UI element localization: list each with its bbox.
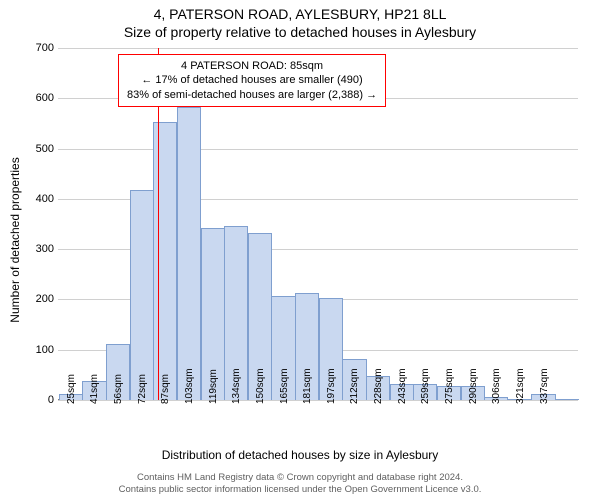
x-axis-label: Distribution of detached houses by size … xyxy=(0,448,600,462)
x-tick-label: 72sqm xyxy=(137,374,148,404)
x-tick-label: 134sqm xyxy=(231,368,242,404)
x-tick-label: 150sqm xyxy=(255,368,266,404)
x-tick-label: 259sqm xyxy=(420,368,431,404)
subtitle: Size of property relative to detached ho… xyxy=(0,22,600,40)
x-tick-label: 165sqm xyxy=(279,368,290,404)
x-tick-label: 228sqm xyxy=(373,368,384,404)
y-tick-label: 600 xyxy=(26,92,54,104)
gridline xyxy=(58,48,578,49)
y-tick-label: 400 xyxy=(26,193,54,205)
histogram-bar xyxy=(153,122,177,400)
x-tick-label: 306sqm xyxy=(491,368,502,404)
legend-line2: ← 17% of detached houses are smaller (49… xyxy=(127,73,377,87)
legend-line1: 4 PATERSON ROAD: 85sqm xyxy=(127,59,377,73)
histogram-bar xyxy=(130,190,154,400)
x-tick-label: 181sqm xyxy=(302,368,313,404)
legend-line3: 83% of semi-detached houses are larger (… xyxy=(127,88,377,102)
x-tick-label: 87sqm xyxy=(160,374,171,404)
gridline xyxy=(58,149,578,150)
x-tick-label: 103sqm xyxy=(184,368,195,404)
x-tick-label: 197sqm xyxy=(326,368,337,404)
y-tick-label: 500 xyxy=(26,143,54,155)
x-tick-label: 212sqm xyxy=(349,368,360,404)
credit-text: Contains HM Land Registry data © Crown c… xyxy=(0,472,600,496)
legend-box: 4 PATERSON ROAD: 85sqm← 17% of detached … xyxy=(118,54,386,107)
x-tick-label: 337sqm xyxy=(539,368,550,404)
x-tick-label: 290sqm xyxy=(468,368,479,404)
y-tick-label: 0 xyxy=(26,394,54,406)
x-tick-label: 321sqm xyxy=(515,368,526,404)
histogram-bar xyxy=(555,399,579,400)
y-tick-label: 200 xyxy=(26,293,54,305)
x-tick-label: 119sqm xyxy=(208,369,219,404)
x-tick-label: 243sqm xyxy=(397,368,408,404)
y-tick-label: 300 xyxy=(26,243,54,255)
y-tick-label: 700 xyxy=(26,42,54,54)
address-title: 4, PATERSON ROAD, AYLESBURY, HP21 8LL xyxy=(0,0,600,22)
y-tick-label: 100 xyxy=(26,344,54,356)
x-tick-label: 25sqm xyxy=(66,374,77,404)
histogram-bar xyxy=(177,107,201,400)
chart-container: 4, PATERSON ROAD, AYLESBURY, HP21 8LL Si… xyxy=(0,0,600,500)
x-tick-label: 41sqm xyxy=(89,374,100,404)
y-axis-label: Number of detached properties xyxy=(8,157,22,322)
x-tick-label: 275sqm xyxy=(444,368,455,404)
x-tick-label: 56sqm xyxy=(113,374,124,404)
